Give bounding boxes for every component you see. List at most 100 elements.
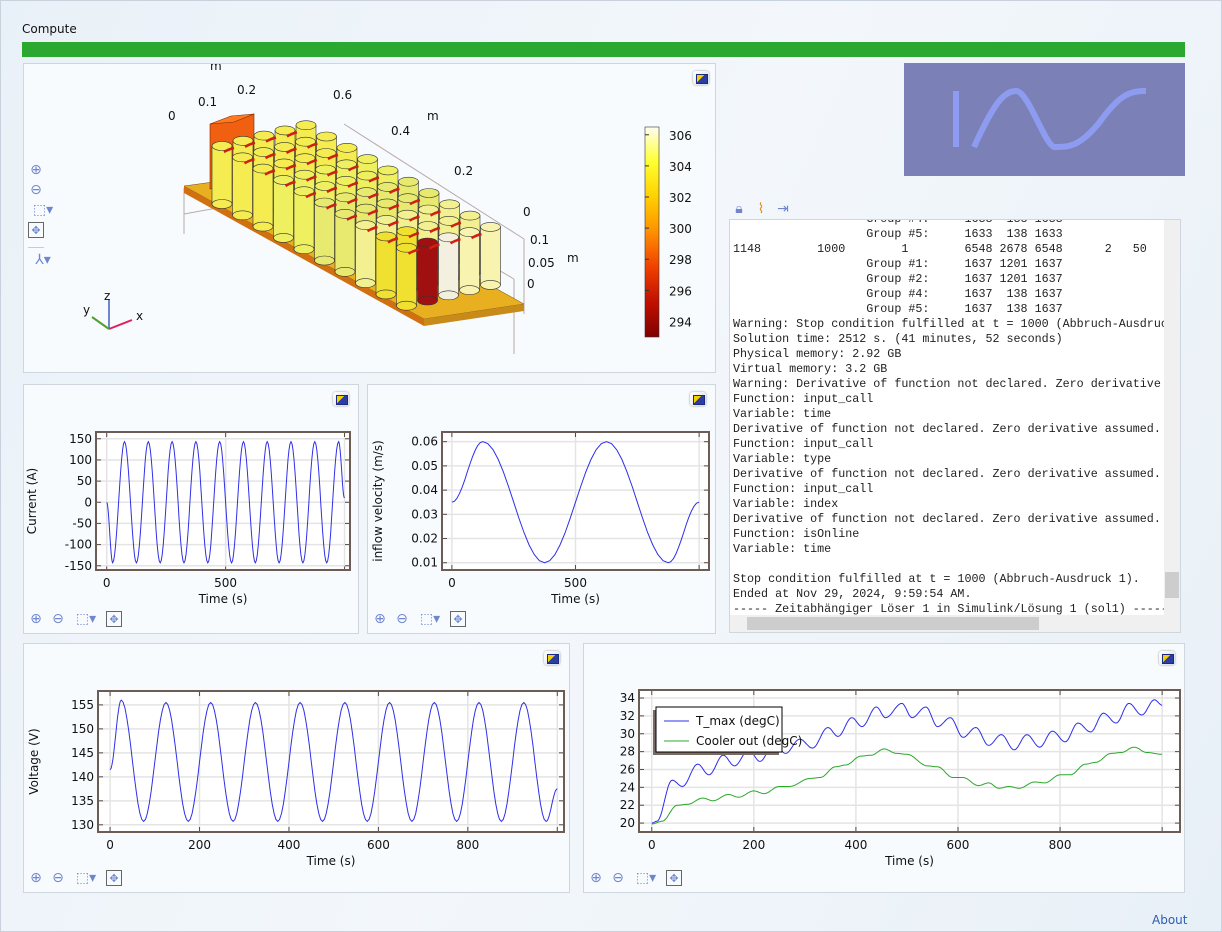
battery-cell: [459, 231, 480, 291]
scroll-thumb[interactable]: [747, 617, 1039, 630]
battery-cell-bottom: [314, 255, 335, 266]
horizontal-scrollbar[interactable]: [730, 615, 1180, 632]
battery-cell: [396, 247, 417, 306]
zoom-extents-icon[interactable]: ✥: [106, 611, 122, 627]
y-tick-label: 20: [620, 816, 635, 830]
zoom-in-icon[interactable]: ⊕: [374, 611, 386, 627]
cooling-channel: [367, 209, 379, 216]
x-tick-label: 0: [103, 576, 111, 590]
zoom-box-icon[interactable]: ⬚▾: [419, 611, 441, 627]
zoom-extents-icon[interactable]: ✥: [106, 870, 122, 886]
scroll-thumb[interactable]: [1165, 572, 1179, 598]
y-tick-label: 0.05: [411, 459, 438, 473]
cooling-channel: [449, 238, 461, 245]
series-line-cooler: [651, 746, 1163, 825]
x-tick-label: 200: [742, 838, 765, 852]
battery-cell: [293, 190, 315, 250]
zoom-out-icon[interactable]: ⊖: [52, 870, 64, 886]
axis-tick-label: 0.6: [333, 88, 352, 102]
battery-cell-bottom: [438, 290, 459, 301]
zoom-out-icon[interactable]: ⊖: [30, 182, 42, 198]
temperature-plot-panel[interactable]: ⊕ ⊖ ⬚▾ ✥ 0 200 400 600 800 20 22 24 26 28 30 32 34 Time (…: [583, 643, 1185, 893]
axis-tick-label: 0.1: [530, 233, 549, 247]
cooling-channel: [346, 198, 358, 205]
current-chart[interactable]: 0 500 -150 -100 -50 0 50 100 150 Time (s) Current …: [24, 385, 358, 633]
zoom-in-icon[interactable]: ⊕: [30, 611, 42, 627]
axis-tick-label: 0: [523, 205, 531, 219]
cooling-channel: [265, 136, 277, 143]
zoom-out-icon[interactable]: ⊖: [396, 611, 408, 627]
cooling-channel: [286, 131, 298, 138]
cooling-channel: [264, 169, 276, 176]
log-line: ----- Zeitabhängiger Löser 1 in Simulink…: [733, 602, 1168, 616]
battery-cell-bottom: [417, 295, 438, 306]
cooling-channel: [325, 203, 337, 210]
export-image-icon[interactable]: [544, 651, 560, 665]
cooling-channel: [428, 243, 440, 250]
battery-cell: [375, 236, 397, 295]
cooling-channel: [285, 164, 297, 171]
battery-cell-top: [253, 147, 274, 157]
about-link[interactable]: About: [1152, 913, 1188, 927]
zoom-in-icon[interactable]: ⊕: [590, 870, 602, 886]
zoom-in-icon[interactable]: ⊕: [30, 162, 42, 178]
log-window[interactable]: Group #4: 1633 138 1633 Group #5: 1633 1…: [729, 219, 1181, 633]
cooling-channel: [326, 186, 338, 194]
battery-cell-top: [375, 231, 397, 242]
export-image-icon[interactable]: [333, 392, 349, 406]
zoom-in-icon[interactable]: ⊕: [30, 870, 42, 886]
cooling-channel: [326, 170, 338, 177]
export-image-icon[interactable]: [690, 392, 706, 406]
battery-cell-bottom: [293, 244, 315, 254]
export-icon[interactable]: ⇥: [777, 201, 789, 217]
zoom-extents-icon[interactable]: ✥: [28, 222, 44, 238]
compute-button[interactable]: Compute: [22, 22, 77, 36]
temperature-chart[interactable]: 0 200 400 600 800 20 22 24 26 28 30 32 34 Time (s) T_m…: [584, 644, 1184, 892]
cooling-channel: [387, 220, 399, 227]
velocity-plot-panel[interactable]: ⊕ ⊖ ⬚▾ ✥ 0 500 0.01 0.02 0.03 0.04 0.05 0.06 Time (s…: [367, 384, 716, 634]
velocity-chart[interactable]: 0 500 0.01 0.02 0.03 0.04 0.05 0.06 Time (s) infl…: [368, 385, 715, 633]
zoom-out-icon[interactable]: ⊖: [52, 611, 64, 627]
inlet-box-top: [209, 113, 255, 125]
voltage-chart[interactable]: 0 200 400 600 800 130 135 140 145 150 155 Time (s) V…: [24, 644, 569, 892]
lock-icon[interactable]: 🔒︎: [735, 201, 743, 217]
axis-tick-label: 0.2: [237, 83, 256, 97]
colorbar-tick-label: 298: [669, 253, 692, 267]
cooling-channel: [368, 176, 380, 183]
axis-tick-label: 0.05: [528, 256, 555, 270]
battery-cell-top: [377, 182, 398, 192]
current-plot-panel[interactable]: ⊕ ⊖ ⬚▾ ✥ 0 500 -150 -100 -50 0 50 100 150 Time (s) Cur…: [23, 384, 359, 634]
zoom-box-icon[interactable]: ⬚▾: [75, 870, 97, 886]
zoom-extents-icon[interactable]: ✥: [666, 870, 682, 886]
y-tick-label: 28: [620, 745, 635, 759]
cooling-channel: [347, 165, 359, 172]
log-line: Variable: type: [733, 452, 832, 466]
plot-frame: [97, 690, 565, 833]
voltage-plot-panel[interactable]: ⊕ ⊖ ⬚▾ ✥ 0 200 400 600 800 130 135 140 145 150 155 Time…: [23, 643, 570, 893]
x-tick-label: 0: [448, 576, 456, 590]
y-tick-label: 0.06: [411, 435, 438, 449]
export-image-icon[interactable]: [1159, 651, 1175, 665]
geometry-3d-panel[interactable]: ⊕ ⊖ ⬚▾ ✥ ⅄▾ m 0 0.1 0.2 0.6 0.4 m 0.2 0 0.1 0.05 m 0…: [23, 63, 716, 373]
zoom-box-icon[interactable]: ⬚▾: [635, 870, 657, 886]
log-line: Virtual memory: 3.2 GB: [733, 362, 888, 376]
zoom-out-icon[interactable]: ⊖: [612, 870, 624, 886]
broom-icon[interactable]: ⌇: [757, 201, 765, 217]
geometry-plot[interactable]: m 0 0.1 0.2 0.6 0.4 m 0.2 0 0.1 0.05 m 0 z x y 306 304 302…: [24, 64, 717, 374]
legend-label: Cooler out (degC): [696, 734, 802, 748]
triad-y-axis: [91, 316, 110, 330]
cooling-channel: [305, 191, 317, 199]
zoom-box-icon[interactable]: ⬚▾: [32, 202, 54, 218]
zoom-extents-icon[interactable]: ✥: [450, 611, 466, 627]
series-line-t_max: [651, 699, 1163, 824]
cooling-channel: [429, 210, 441, 217]
view-axis-icon[interactable]: ⅄▾: [35, 252, 51, 268]
zoom-box-icon[interactable]: ⬚▾: [75, 611, 97, 627]
export-image-icon[interactable]: [693, 71, 709, 85]
battery-cell-top: [315, 164, 336, 175]
vertical-scrollbar[interactable]: [1164, 220, 1180, 617]
battery-cell: [480, 226, 501, 286]
battery-cell-top: [376, 215, 397, 225]
battery-cell-bottom: [273, 233, 294, 243]
colorbar-tick-label: 296: [669, 284, 692, 298]
